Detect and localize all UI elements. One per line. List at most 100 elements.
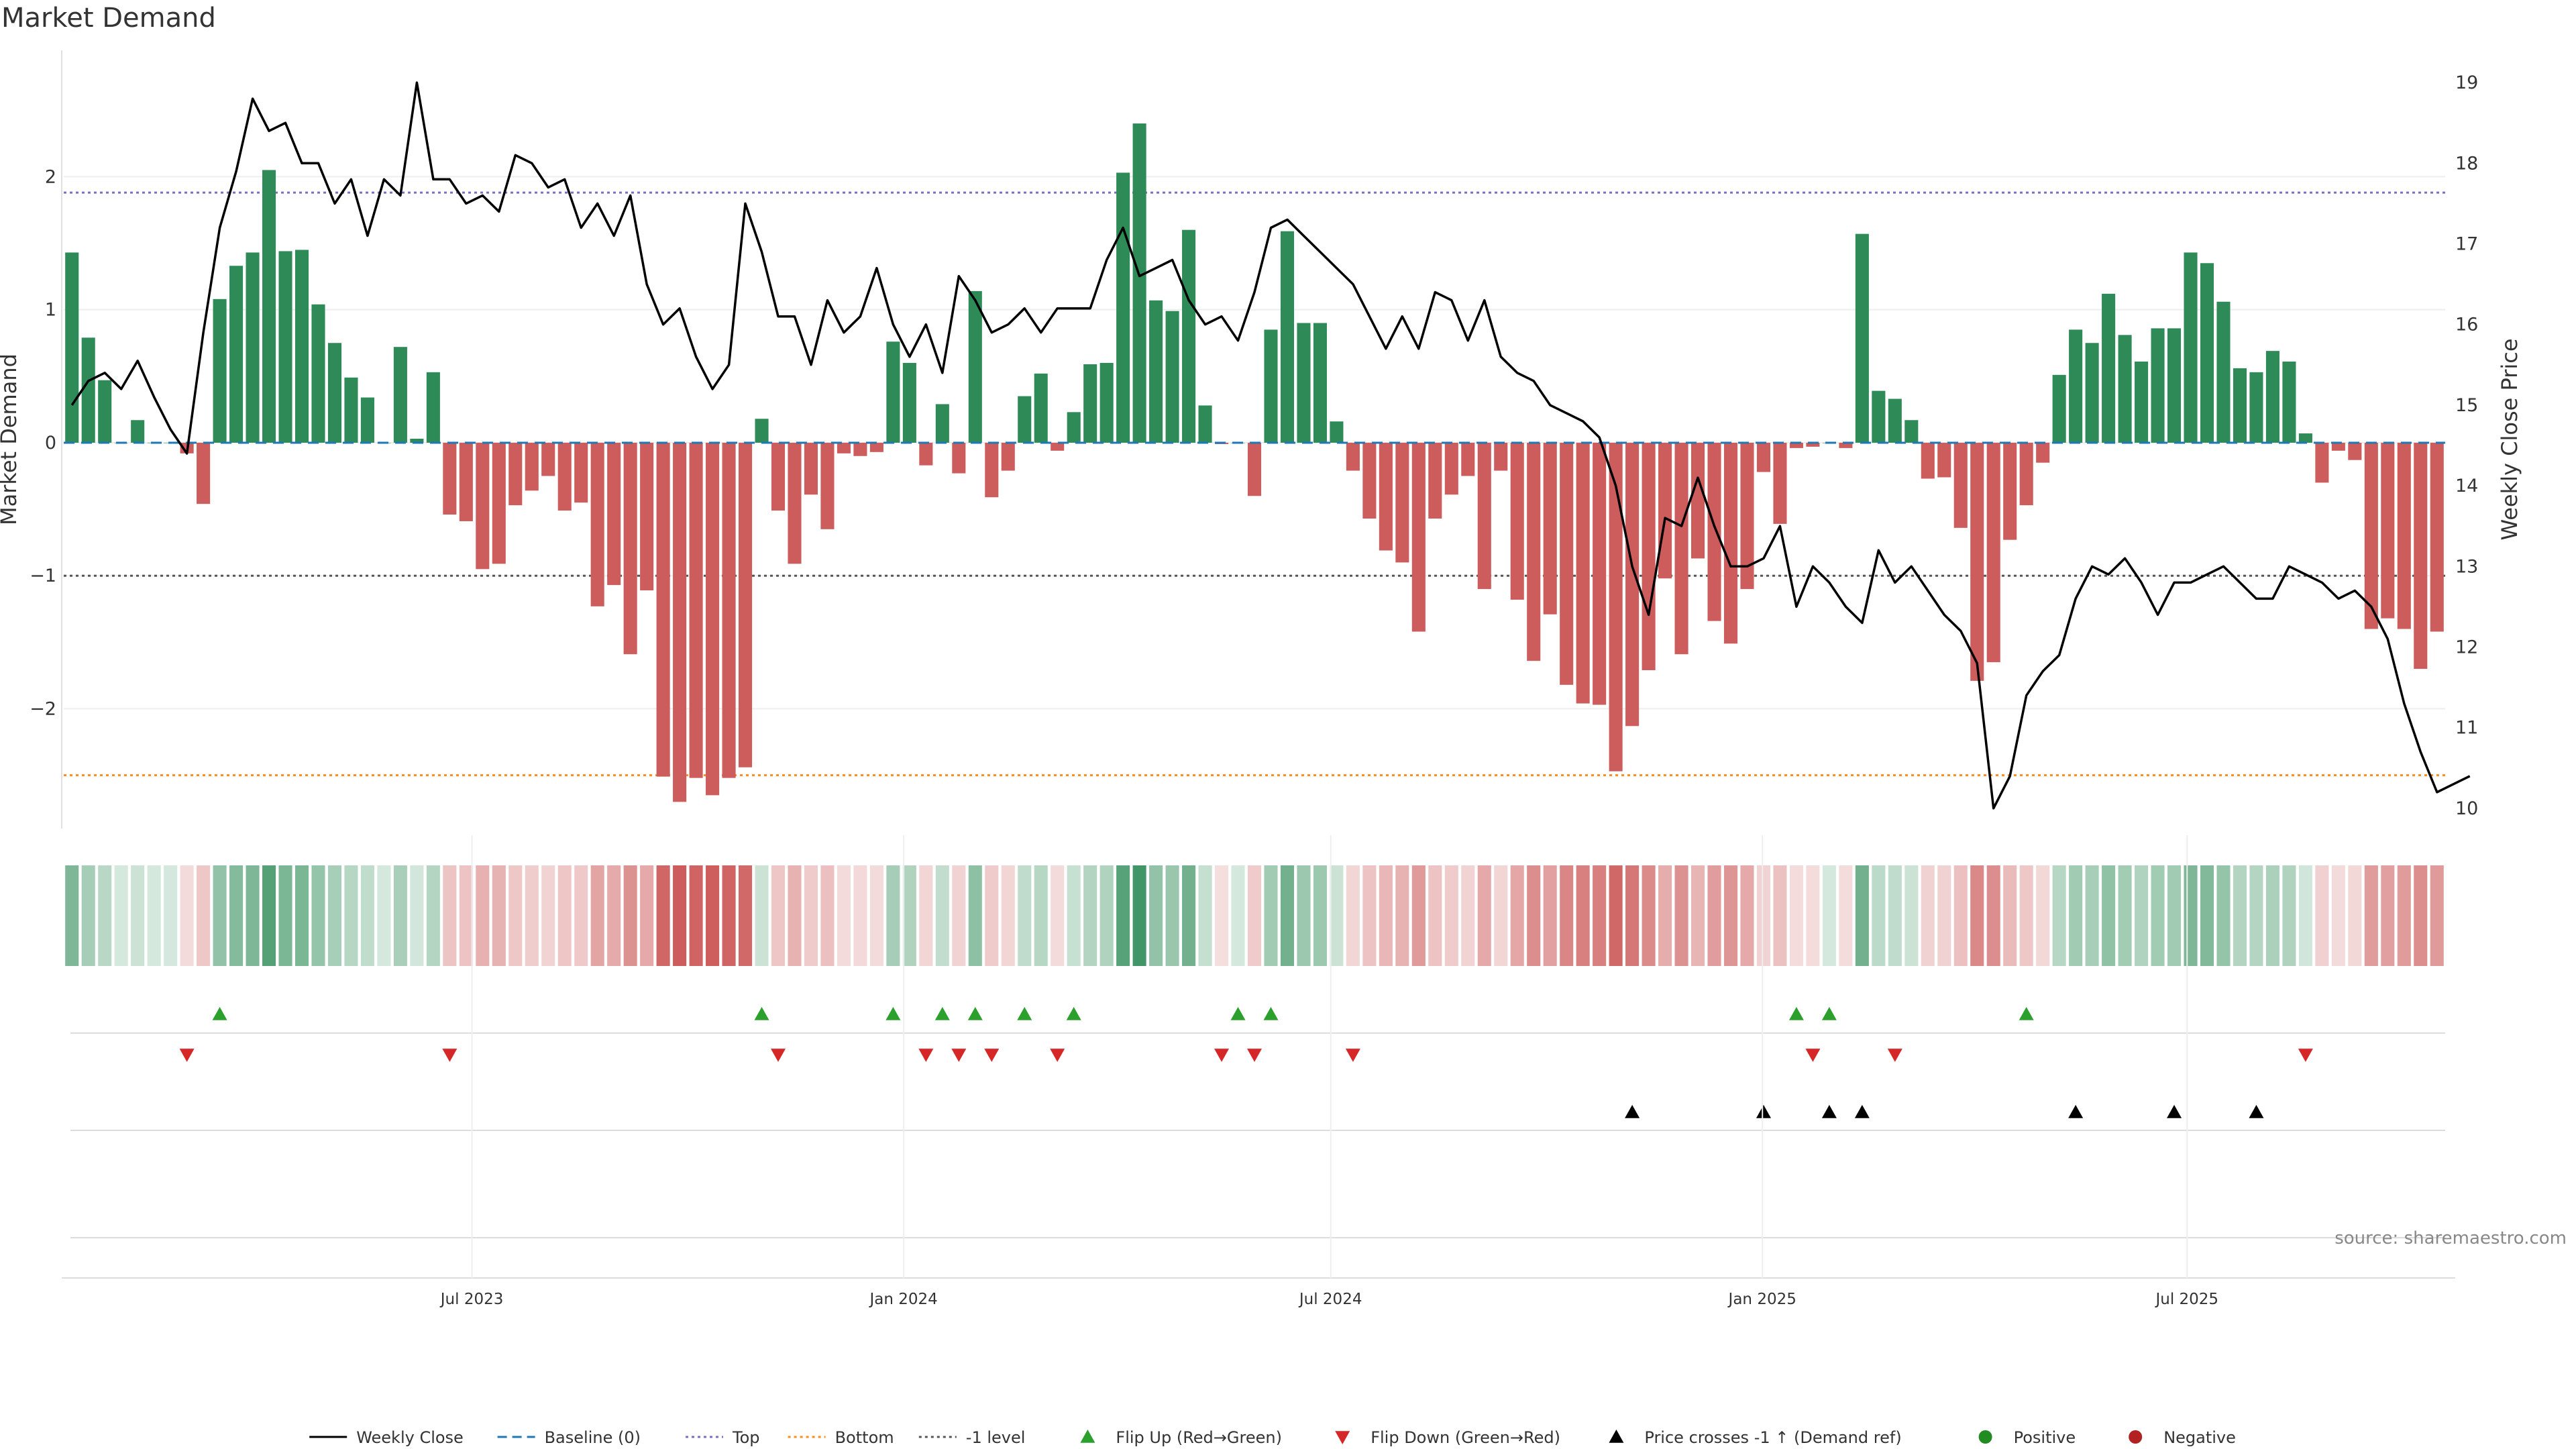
heat-cell: [1411, 865, 1426, 966]
x-axis: Jul 2023 Jan 2024 Jul 2024 Jan 2025 Jul 2025: [62, 835, 2455, 1308]
heat-cell: [2331, 865, 2345, 966]
flip-up-marker: [885, 1007, 901, 1020]
demand-bar: [1297, 323, 1311, 443]
heat-cell: [327, 865, 342, 966]
demand-bar: [311, 304, 325, 443]
heat-cell: [1888, 865, 1902, 966]
y-tick-label: −1: [30, 566, 56, 586]
heat-cell: [2052, 865, 2066, 966]
heat-cell: [1083, 865, 1097, 966]
heat-cell: [114, 865, 128, 966]
demand-bar: [2414, 442, 2428, 669]
demand-bar: [229, 266, 244, 443]
heat-cell: [2135, 865, 2149, 966]
heat-cell: [623, 865, 637, 966]
demand-bar: [1609, 442, 1623, 771]
price-cross-marker: [2167, 1105, 2182, 1118]
demand-bar: [278, 251, 292, 443]
heat-cell: [1642, 865, 1656, 966]
heat-cell: [952, 865, 966, 966]
heat-cell: [1625, 865, 1640, 966]
demand-bar: [2118, 335, 2132, 443]
demand-bar: [837, 442, 851, 453]
demand-bar: [2184, 252, 2198, 443]
x-tick-label: Jan 2025: [1727, 1291, 1796, 1308]
heat-cell: [1214, 865, 1229, 966]
event-marker-panels: [70, 1007, 2445, 1238]
demand-bar: [1395, 442, 1409, 563]
demand-bar: [1674, 442, 1688, 655]
y2-tick-label: 12: [2455, 637, 2478, 658]
demand-bar: [1658, 442, 1672, 579]
heat-cell: [492, 865, 506, 966]
heat-cell: [886, 865, 900, 966]
flip-up-marker: [934, 1007, 950, 1020]
heat-cell: [640, 865, 654, 966]
demand-bar: [722, 442, 736, 778]
heat-cell: [985, 865, 999, 966]
price-cross-marker: [1854, 1105, 1870, 1118]
legend-label: -1 level: [966, 1428, 1026, 1447]
heat-cell: [2184, 865, 2198, 966]
demand-bar: [1986, 442, 2000, 663]
heat-cell: [1264, 865, 1278, 966]
demand-bar: [738, 442, 753, 767]
heat-cell: [1986, 865, 2000, 966]
demand-bar: [640, 442, 654, 591]
demand-bar: [1379, 442, 1393, 551]
flip-up-marker: [1821, 1007, 1837, 1020]
heat-cell: [1313, 865, 1327, 966]
demand-bar: [656, 442, 670, 777]
y2-tick-label: 11: [2455, 718, 2478, 739]
heat-cell: [2003, 865, 2017, 966]
heat-cell: [393, 865, 407, 966]
heat-cell: [1593, 865, 1607, 966]
heat-cell: [541, 865, 555, 966]
demand-bar: [2052, 374, 2066, 443]
demand-bar: [2216, 301, 2231, 443]
demand-bar: [393, 347, 407, 443]
heat-cell: [557, 865, 572, 966]
flip-up-marker: [967, 1007, 983, 1020]
x-tick-label: Jul 2025: [2154, 1291, 2218, 1308]
demand-bar: [2364, 442, 2378, 629]
heat-cell: [1953, 865, 1968, 966]
demand-bar: [1247, 442, 1262, 496]
demand-bar: [2102, 293, 2116, 443]
demand-bar: [1149, 300, 1163, 443]
demand-bar: [1018, 396, 1032, 443]
heat-cell: [2102, 865, 2116, 966]
heat-cell: [1099, 865, 1114, 966]
heat-cell: [2414, 865, 2428, 966]
demand-bar: [1264, 329, 1278, 443]
demand-bar: [902, 362, 916, 443]
flip-up-marker: [2019, 1007, 2034, 1020]
flip-down-marker: [1887, 1049, 1902, 1062]
legend-item: Top: [686, 1428, 760, 1447]
demand-bar: [1494, 442, 1508, 471]
heat-cell: [738, 865, 753, 966]
legend: Weekly Close Baseline (0) Top Bottom -1 leve…: [309, 1428, 2236, 1447]
heat-cell: [574, 865, 588, 966]
flip-up-marker: [1263, 1007, 1279, 1020]
demand-bar: [1527, 442, 1541, 661]
demand-bar: [2135, 362, 2149, 443]
heat-cell: [1051, 865, 1065, 966]
demand-bar: [1872, 390, 1886, 443]
demand-bar: [1904, 420, 1919, 443]
heat-cell: [1937, 865, 1951, 966]
demand-bar: [65, 252, 79, 443]
heat-cell: [294, 865, 309, 966]
heat-cell: [1330, 865, 1344, 966]
heat-cell: [1477, 865, 1491, 966]
demand-bar: [771, 442, 786, 511]
heat-cell: [262, 865, 276, 966]
heat-cell: [2200, 865, 2214, 966]
heat-cell: [1444, 865, 1458, 966]
demand-bar: [1789, 442, 1803, 448]
demand-bar: [1642, 442, 1656, 671]
heat-cell: [1034, 865, 1048, 966]
heat-cell: [1609, 865, 1623, 966]
demand-bar: [1083, 364, 1097, 443]
heat-cell: [525, 865, 539, 966]
